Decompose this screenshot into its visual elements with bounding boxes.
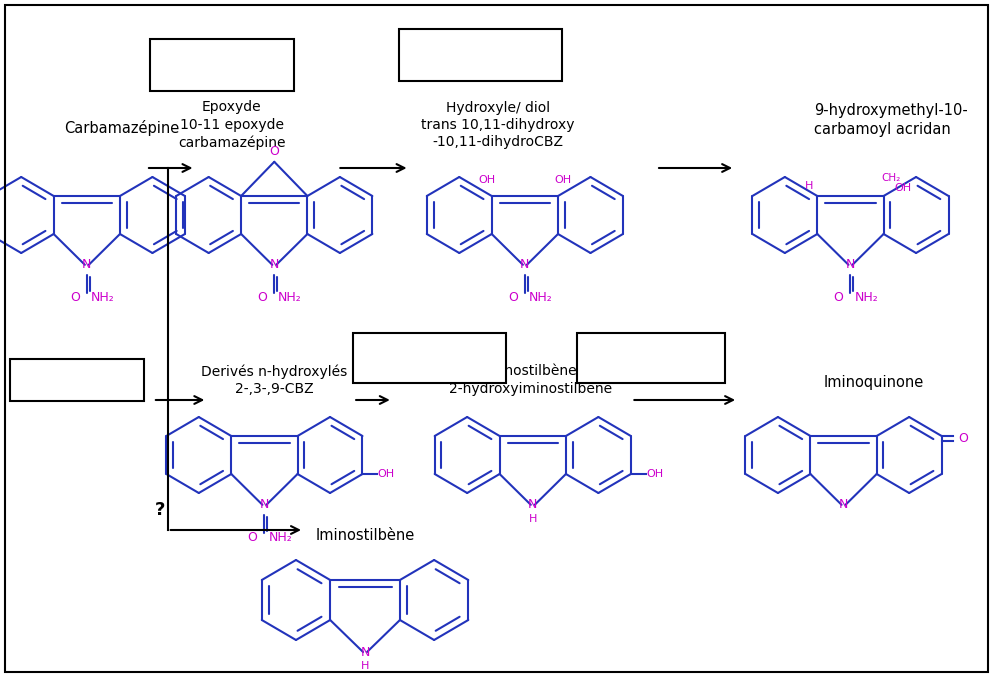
Text: NH₂: NH₂	[269, 531, 292, 544]
Text: N: N	[520, 259, 529, 271]
Text: Carbamazépine: Carbamazépine	[64, 120, 179, 136]
FancyBboxPatch shape	[577, 333, 725, 383]
Text: N: N	[260, 498, 269, 511]
Text: Iminoquinone: Iminoquinone	[824, 374, 925, 389]
Text: N: N	[846, 259, 855, 271]
Text: N: N	[270, 259, 279, 271]
Text: OH: OH	[377, 469, 394, 479]
Text: N: N	[839, 498, 848, 511]
Text: O: O	[70, 291, 79, 304]
Text: Derivés n-hydroxylés
2-,3-,9-CBZ: Derivés n-hydroxylés 2-,3-,9-CBZ	[201, 364, 347, 396]
Text: NH₂: NH₂	[91, 291, 115, 304]
FancyBboxPatch shape	[10, 359, 144, 401]
Text: Epoxyde hydrolase: Epoxyde hydrolase	[414, 60, 546, 73]
Text: N: N	[360, 645, 370, 659]
Text: H: H	[805, 181, 814, 191]
Text: Iminostilbène
2-hydroxyiminostilbène: Iminostilbène 2-hydroxyiminostilbène	[450, 364, 613, 396]
FancyBboxPatch shape	[151, 39, 294, 91]
FancyBboxPatch shape	[399, 29, 562, 81]
Text: P450 3A4/2C8: P450 3A4/2C8	[173, 70, 272, 83]
Text: β glucuronidase: β glucuronidase	[374, 362, 485, 376]
Text: Epoxyde
10-11 epoxyde
carbamazépine: Epoxyde 10-11 epoxyde carbamazépine	[178, 100, 286, 150]
Text: NH₂: NH₂	[529, 291, 552, 304]
Text: H: H	[528, 514, 537, 524]
FancyBboxPatch shape	[353, 333, 506, 383]
Text: H: H	[361, 661, 369, 671]
Text: O: O	[834, 291, 844, 304]
Text: Hydroxylation: Hydroxylation	[28, 373, 126, 387]
Text: OH: OH	[554, 175, 571, 185]
Text: NH₂: NH₂	[279, 291, 302, 304]
Text: Oxydation: Oxydation	[616, 342, 687, 356]
Text: O: O	[508, 291, 518, 304]
Text: ?: ?	[155, 501, 165, 519]
Text: O: O	[959, 431, 968, 445]
Text: HOCl > H₂O₂ > O₂: HOCl > H₂O₂ > O₂	[589, 362, 713, 376]
Text: Iminostilbène: Iminostilbène	[316, 527, 414, 542]
Text: O: O	[247, 531, 258, 544]
Text: Oxydation: Oxydation	[186, 49, 258, 63]
Text: NH₂: NH₂	[854, 291, 878, 304]
Text: N: N	[82, 259, 92, 271]
Text: Hydrolyse: Hydrolyse	[394, 342, 464, 356]
Text: O: O	[270, 146, 280, 158]
Text: N: N	[528, 498, 537, 511]
Text: O: O	[258, 291, 268, 304]
Text: OH: OH	[894, 183, 911, 193]
Text: Hydrolyse: Hydrolyse	[446, 39, 515, 53]
Text: Hydroxyle/ diol
trans 10,11-dihydroxy
-10,11-dihydroCBZ: Hydroxyle/ diol trans 10,11-dihydroxy -1…	[422, 101, 575, 150]
Text: 9-hydroxymethyl-10-
carbamoyl acridan: 9-hydroxymethyl-10- carbamoyl acridan	[814, 103, 968, 137]
Text: OH: OH	[478, 175, 495, 185]
Text: OH: OH	[646, 469, 663, 479]
Text: CH₂: CH₂	[882, 173, 901, 183]
